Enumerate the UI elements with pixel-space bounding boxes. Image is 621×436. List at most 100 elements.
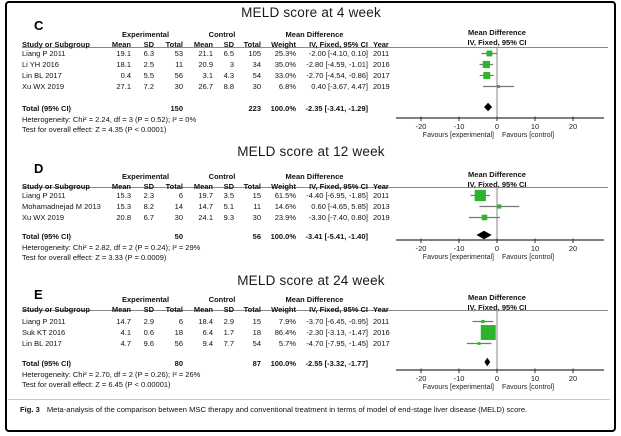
exp-mean: 4.1 [120,328,131,337]
plot-header-effect-model: IV, Fixed, 95% CI [467,303,527,312]
exp-sd: 0.6 [143,328,154,337]
total-label: Total (95% CI) [22,232,72,241]
forest-panel-d: MELD score at 12 week D Mean Difference … [8,143,614,271]
ctl-mean: 14.7 [198,202,213,211]
header-rule [22,47,608,48]
table-row: Study or Subgroup Mean SD Total Mean SD Total W… [22,39,394,50]
plot-header-effect-model: IV, Fixed, 95% CI [467,180,527,189]
ctl-total: 30 [252,213,261,222]
total-exp-total: 80 [174,359,183,368]
panel-letter: E [34,287,43,302]
total-ci-text: -2.55 [-3.32, -1.77] [305,359,368,368]
column-header-ctl-total: Total [243,40,261,49]
ctl-total: 15 [252,191,261,200]
exp-mean: 14.7 [116,317,131,326]
favours-experimental-label: Favours [experimental] [422,254,494,261]
study-name: Li YH 2016 [22,60,59,69]
ci-text: -4.40 [-6.95, -1.85] [306,191,368,200]
ctl-sd: 9.3 [223,213,234,222]
x-tick-label: -10 [454,122,465,131]
table-row: Suk KT 2016 4.1 0.6 18 6.4 1.7 18 86.4% -2.30 [-… [22,327,394,338]
table-row: Li YH 2016 18.1 2.5 11 20.9 3 34 35.0% -2.80 [-4… [22,59,394,70]
column-header-ctl-sd: SD [223,40,234,49]
weight: 5.7% [278,339,296,348]
panel-title: MELD score at 12 week [237,144,385,159]
total-weight: 100.0% [270,104,296,113]
plot-header-mean-difference: Mean Difference [468,293,526,302]
group-header-control: Control [208,172,236,181]
column-header-year: Year [373,182,389,191]
column-header-weight: Weight [271,40,296,49]
column-header-weight: Weight [271,305,296,314]
study-name: Xu WX 2019 [22,213,65,222]
exp-total: 18 [174,328,183,337]
exp-total: 56 [174,71,183,80]
table-row: Total (95% CI) 80 87 100.0% -2.55 [-3.32, -1… [22,358,394,369]
exp-mean: 4.7 [120,339,131,348]
header-rule [22,187,608,188]
plot-header-effect-model: IV, Fixed, 95% CI [467,38,527,47]
heterogeneity-text: Heterogeneity: Chi² = 2.82, df = 2 (P = … [22,243,201,252]
column-header-ci-text: IV, Fixed, 95% CI [309,305,368,314]
column-header-exp-sd: SD [143,182,154,191]
effect-square [477,342,481,345]
total-weight: 100.0% [270,359,296,368]
column-header-study-name: Study or Subgroup [22,305,90,314]
column-header-exp-mean: Mean [111,182,131,191]
ctl-total: 105 [248,49,261,58]
x-tick-label: 0 [495,374,499,383]
year: 2013 [373,202,390,211]
heterogeneity-text: Heterogeneity: Chi² = 2.70, df = 2 (P = … [22,370,201,379]
group-header-mean-difference: Mean Difference [285,295,344,304]
exp-mean: 15.3 [116,191,131,200]
table-row: Total (95% CI) 50 56 100.0% -3.41 [-5.41, -1… [22,231,394,242]
favours-control-label: Favours [control] [502,384,555,391]
ctl-total: 15 [252,317,261,326]
ci-text: -3.70 [-6.45, -0.95] [306,317,368,326]
column-header-exp-total: Total [165,182,183,191]
ctl-sd: 3 [229,60,234,69]
ci-text: -2.00 [-4.10, 0.10] [308,49,368,58]
effect-square [486,50,493,57]
ctl-mean: 6.4 [202,328,213,337]
x-tick-label: 0 [495,244,499,253]
ctl-sd: 7.7 [223,339,234,348]
column-header-ci-text: IV, Fixed, 95% CI [309,40,368,49]
exp-sd: 7.2 [143,82,154,91]
column-header-exp-sd: SD [143,305,154,314]
effect-square [482,60,490,69]
forest-plot: -20 -10 0 10 20 [396,188,604,253]
x-tick-label: 10 [531,374,539,383]
column-header-year: Year [373,40,389,49]
effect-square [483,72,491,79]
exp-total: 30 [174,213,183,222]
table-row: Study or Subgroup Mean SD Total Mean SD Total W… [22,181,394,192]
favours-experimental-label: Favours [experimental] [422,132,494,139]
ctl-total: 34 [252,60,261,69]
panel-title: MELD score at 24 week [237,273,385,288]
ci-text: -2.80 [-4.59, -1.01] [306,60,368,69]
column-header-exp-total: Total [165,305,183,314]
x-tick-label: 10 [531,244,539,253]
figure-caption: Fig. 3 Meta-analysis of the comparison b… [8,399,610,415]
caption-label: Fig. 3 [20,405,40,414]
total-exp-total: 50 [174,232,183,241]
ctl-sd: 8.8 [223,82,234,91]
weight: 23.9% [274,213,296,222]
table-row: Experimental Control Mean Difference [22,29,394,40]
group-header-control: Control [208,30,236,39]
weight: 61.5% [274,191,296,200]
caption-text: Meta-analysis of the comparison between … [46,405,528,414]
study-name: Lin BL 2017 [22,71,62,80]
year: 2011 [373,49,390,58]
overall-effect-text: Test for overall effect: Z = 4.35 (P < 0… [22,125,167,134]
weight: 86.4% [274,328,296,337]
study-name: Suk KT 2016 [22,328,66,337]
x-tick-label: -20 [416,374,427,383]
total-label: Total (95% CI) [22,359,72,368]
year: 2019 [373,213,390,222]
total-exp-total: 150 [170,104,183,113]
column-header-ctl-sd: SD [223,182,234,191]
x-tick-label: 20 [569,122,577,131]
ctl-sd: 3.5 [223,191,234,200]
